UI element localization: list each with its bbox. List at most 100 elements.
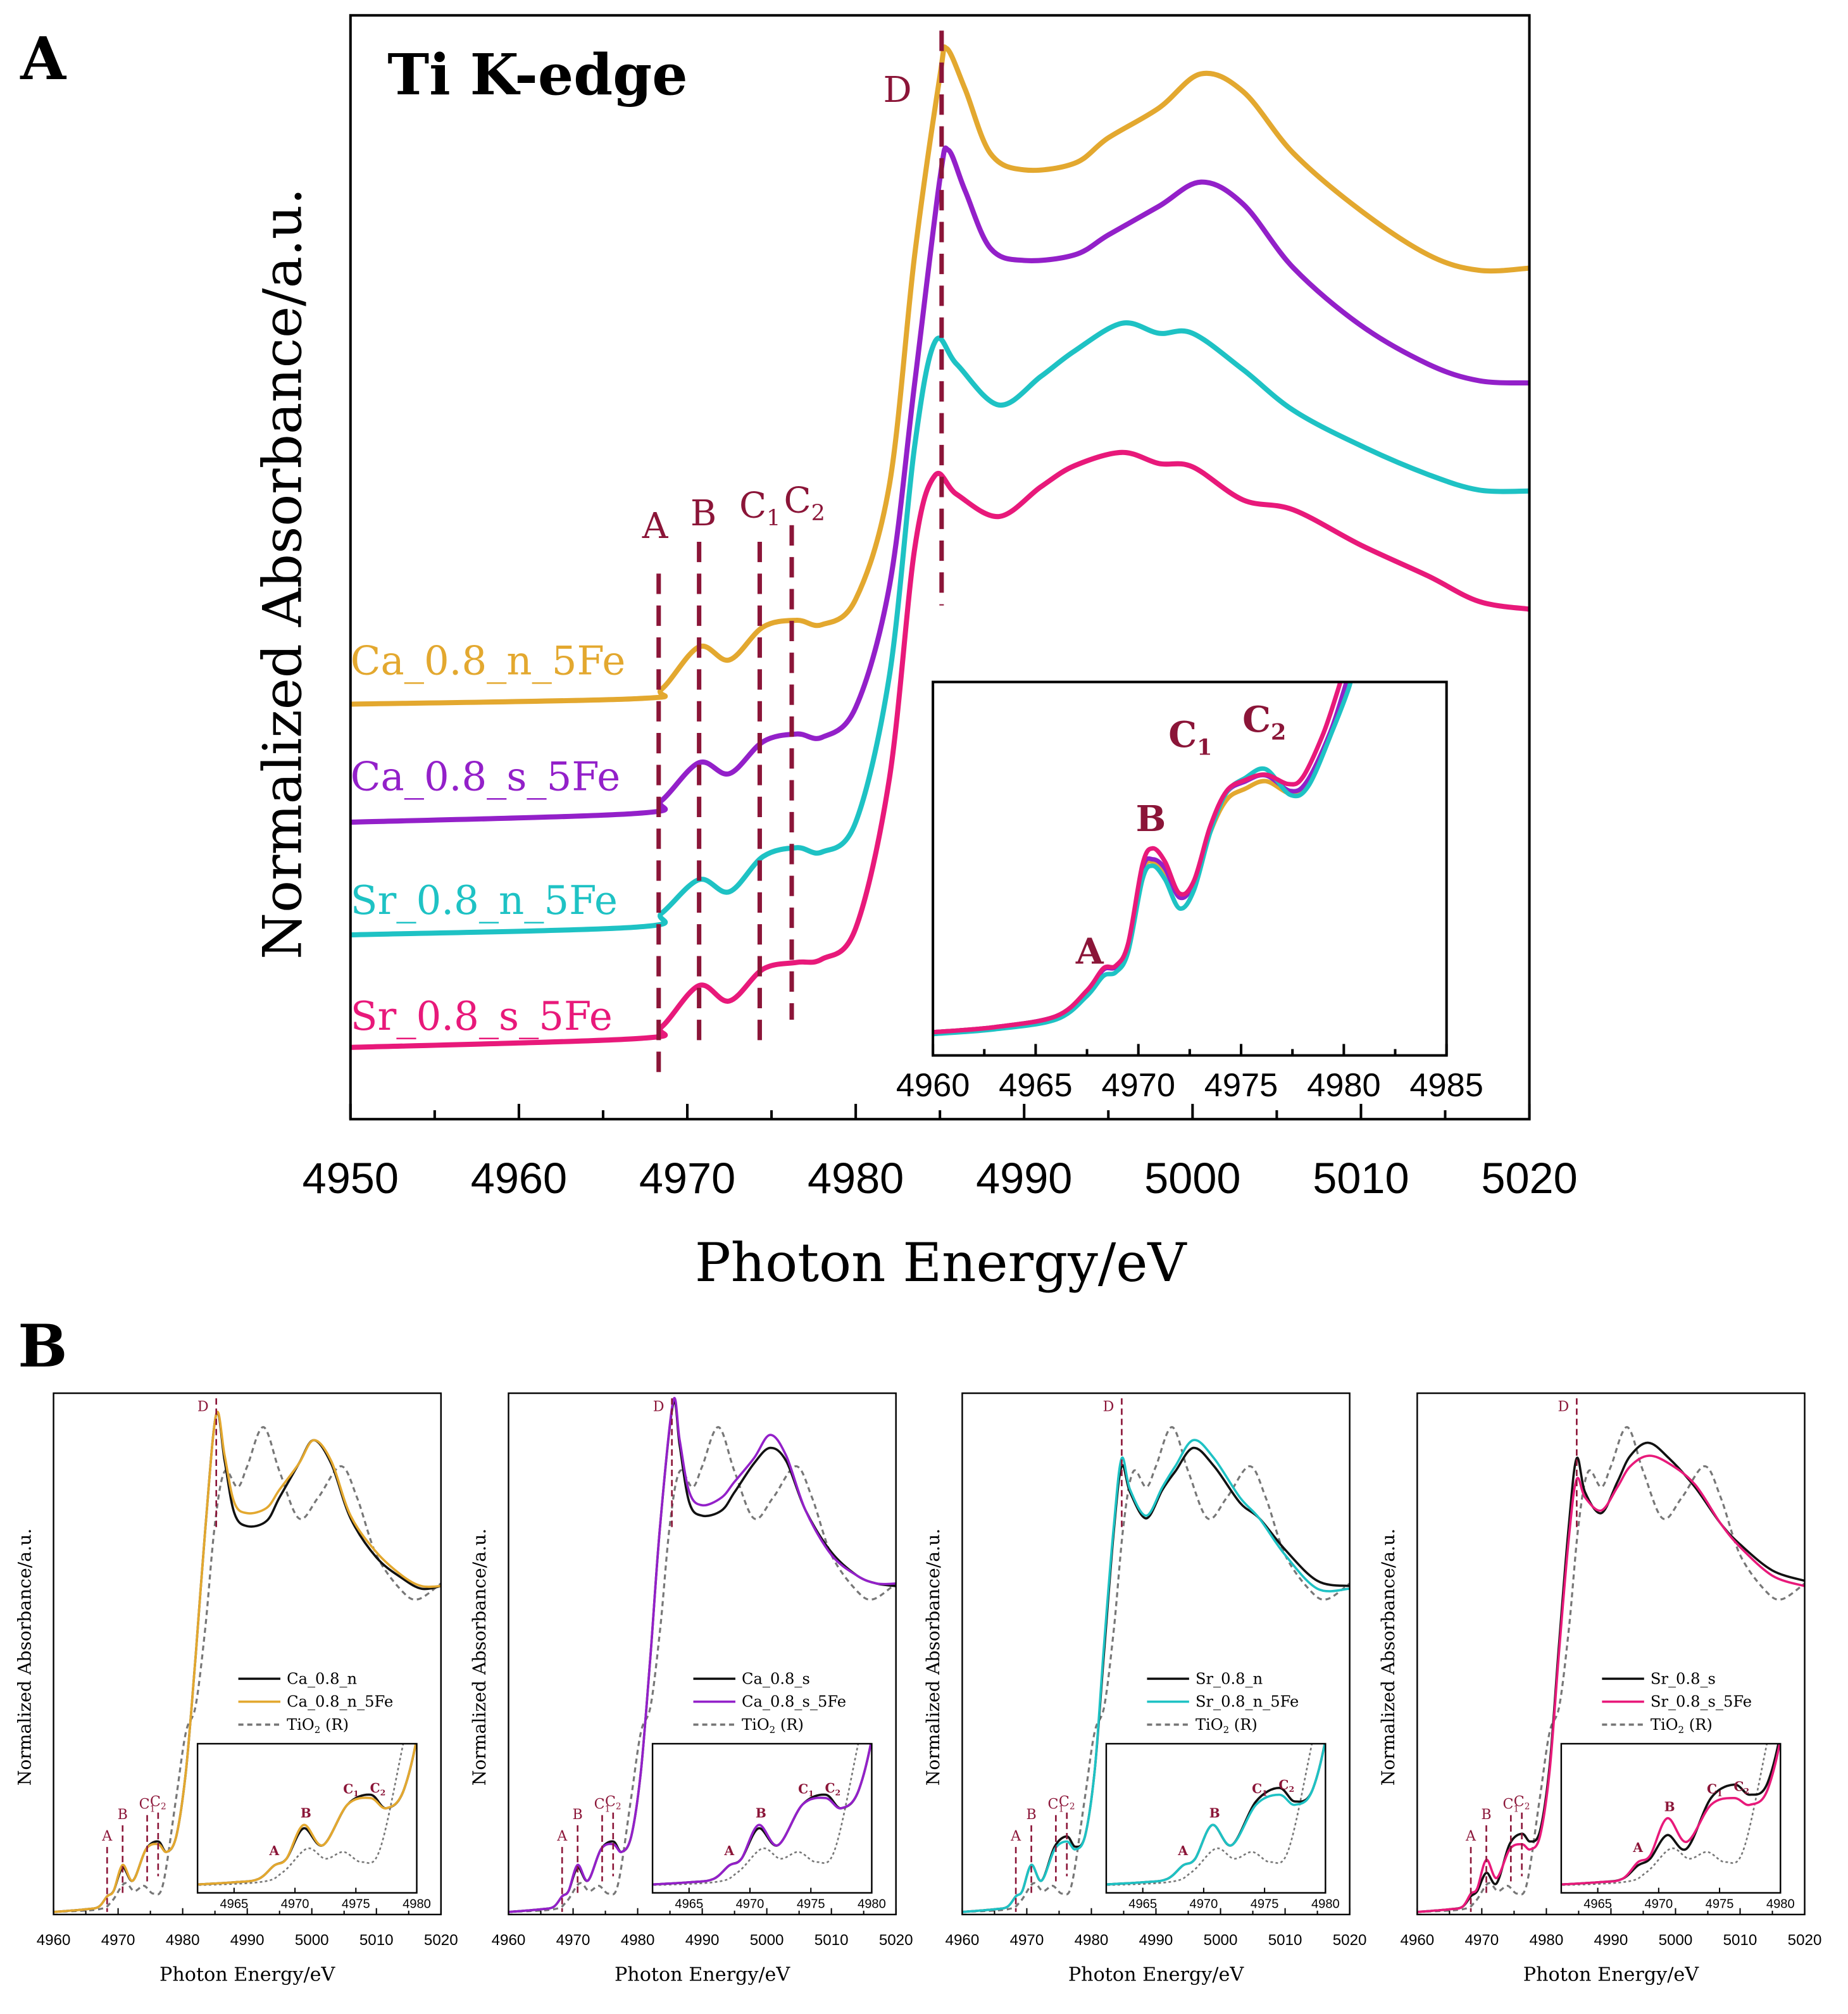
marker-label: A	[1010, 1828, 1021, 1844]
inset-x-tick-label: 4970	[1644, 1898, 1673, 1911]
legend-label: Sr_0.8_n_5Fe	[1196, 1693, 1299, 1711]
legend-label: TiO2 (R)	[287, 1716, 349, 1736]
inset-x-tick-label: 4965	[1128, 1898, 1157, 1911]
marker-label: D	[1558, 1398, 1570, 1415]
legend-label: Sr_0.8_n	[1196, 1670, 1263, 1687]
marker-label-main: C	[1502, 1796, 1513, 1813]
legend-label-main: TiO	[1651, 1716, 1678, 1734]
marker-label: D	[653, 1398, 665, 1415]
inset-peak-label-main: C	[1252, 1781, 1262, 1796]
inset-x-tick-label: 4980	[1766, 1898, 1795, 1911]
marker-label-subscript: 1	[1513, 1804, 1519, 1815]
x-tick-label: 4980	[808, 1154, 904, 1203]
inset-background	[1106, 1743, 1326, 1893]
legend-label-main: TiO	[287, 1716, 315, 1734]
x-tick-label: 4990	[1594, 1932, 1628, 1949]
inset-x-tick-label: 4985	[1409, 1067, 1483, 1104]
x-tick-label: 5010	[1723, 1932, 1757, 1949]
y-axis-label: Normalized Absorbance/a.u.	[14, 1529, 35, 1786]
marker-label: B	[1026, 1806, 1036, 1823]
y-axis-label: Normalized Absorbance/a.u.	[1378, 1529, 1399, 1786]
inset-plot-frame	[1105, 1742, 1327, 1894]
inset-peak-label-subscript: 2	[1744, 1786, 1749, 1796]
x-tick-label: 4970	[1010, 1932, 1044, 1949]
inset-series-line-Ca_0.8_s	[652, 1743, 872, 1886]
inset-peak-label: A	[723, 1843, 734, 1858]
marker-label: C1	[1502, 1796, 1519, 1815]
inset-peak-label: C2	[370, 1780, 386, 1797]
inset-peak-label-subscript: 1	[808, 1789, 814, 1798]
inset-x-tick-label: 4975	[1251, 1898, 1279, 1911]
inset-x-tick-label: 4970	[1101, 1067, 1175, 1104]
inset-x-tick-label: 4960	[896, 1067, 970, 1104]
inset-series-line-Sr_0.8_n_5Fe	[1106, 1743, 1326, 1886]
inset-peak-label-main: C	[370, 1780, 380, 1796]
x-tick-label: 4950	[303, 1154, 399, 1203]
marker-label: D	[1103, 1398, 1114, 1415]
inset-x-tick-label: 4980	[858, 1898, 886, 1911]
series-line-Ca_0.8_n_5Fe	[350, 44, 1530, 707]
x-axis-label: Photon Energy/eV	[615, 1964, 790, 1986]
x-axis-label: Photon Energy/eV	[695, 1232, 1188, 1294]
legend: Ca_0.8_n Ca_0.8_n_5Fe TiO2 (R)	[238, 1670, 393, 1736]
legend-label: Ca_0.8_s_5Fe	[742, 1693, 846, 1711]
inset-peak-label: B	[1136, 798, 1166, 840]
inset-peak-label-main: C	[1242, 699, 1271, 741]
marker-label-main: C	[739, 485, 766, 527]
legend-label-subscript: 2	[1678, 1724, 1685, 1736]
inset-peak-label: C1	[798, 1782, 814, 1798]
inset-x-tick-label: 4975	[1706, 1898, 1734, 1911]
x-tick-label: 5020	[1333, 1932, 1367, 1949]
panel-a-label: A	[20, 24, 66, 93]
inset-plot-frame	[1560, 1742, 1782, 1894]
legend-label: TiO2 (R)	[1196, 1716, 1258, 1736]
marker-label-subscript: 2	[1070, 1802, 1075, 1812]
marker-label: B	[1481, 1806, 1491, 1823]
marker-label: C1	[594, 1796, 611, 1815]
legend-label-rest: (R)	[1684, 1716, 1713, 1734]
x-tick-label: 4990	[685, 1932, 720, 1949]
inset-x-tick-label: 4965	[675, 1898, 703, 1911]
inset-peak-label: B	[301, 1805, 311, 1820]
x-tick-label: 4960	[492, 1932, 526, 1949]
chart-title: Ti K-edge	[387, 42, 687, 108]
marker-label-subscript: 1	[150, 1804, 156, 1815]
x-axis-label: Photon Energy/eV	[1523, 1964, 1699, 1986]
inset-peak-label: A	[269, 1843, 280, 1858]
marker-label-subscript: 2	[161, 1802, 166, 1812]
inset-peak-label: C2	[1733, 1779, 1749, 1796]
x-tick-label: 5010	[1313, 1154, 1409, 1203]
inset-peak-label: C2	[825, 1780, 840, 1797]
x-tick-label: 4970	[101, 1932, 135, 1949]
x-tick-label: 5000	[1144, 1154, 1240, 1203]
y-axis-label: Normalized Absorbance/a.u.	[923, 1529, 944, 1786]
marker-label-subscript: 2	[811, 501, 825, 526]
inset-peak-label: C2	[1278, 1777, 1294, 1794]
inset-plot-frame	[651, 1742, 873, 1894]
legend-label: TiO2 (R)	[1651, 1716, 1713, 1736]
marker-label: C2	[605, 1794, 621, 1812]
x-tick-label: 4980	[1530, 1932, 1564, 1949]
legend-label-main: TiO	[742, 1716, 770, 1734]
x-tick-label: 4990	[976, 1154, 1072, 1203]
inset-series-line-Sr_0.8_s	[1561, 1743, 1780, 1886]
x-tick-label: 4980	[621, 1932, 655, 1949]
x-tick-label: 4960	[37, 1932, 71, 1949]
x-tick-label: 5020	[424, 1932, 458, 1949]
inset-peak-label: B	[1664, 1799, 1675, 1814]
legend-label: Ca_0.8_n_5Fe	[287, 1693, 393, 1711]
x-tick-label: 5010	[359, 1932, 394, 1949]
marker-label-main: C	[1059, 1794, 1070, 1810]
inset-x-tick-label: 4975	[797, 1898, 825, 1911]
legend-label-rest: (R)	[320, 1716, 349, 1734]
x-tick-label: 4960	[946, 1932, 980, 1949]
inset-peak-label: B	[756, 1805, 766, 1820]
x-tick-label: 4960	[1400, 1932, 1434, 1949]
inset-peak-label: C1	[1707, 1782, 1723, 1798]
